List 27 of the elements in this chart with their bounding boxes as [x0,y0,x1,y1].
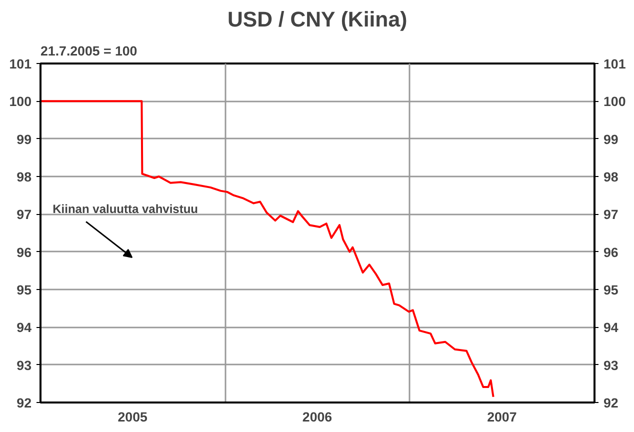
line-series [40,100,494,398]
y2-tick-label: 99 [604,132,618,147]
y-tick-label: 99 [16,132,32,147]
y2-tick-label: 96 [604,244,618,260]
y2-tick-label: 97 [604,207,618,222]
y-tick-label: 95 [16,282,32,298]
y2-tick-label: 101 [604,56,626,72]
y2-tick-label: 93 [604,358,618,373]
x-tick-label: 2005 [118,410,148,424]
y-tick-label: 96 [16,244,32,260]
y2-tick-label: 94 [604,320,619,336]
chart-subtitle: 21.7.2005 = 100 [40,44,138,58]
y2-tick-label: 95 [604,282,619,298]
y-tick-label: 94 [16,320,32,336]
annotation: Kiinan valuutta vahvistuu [52,202,198,216]
y-tick-label: 97 [16,207,32,222]
x-tick-label: 2006 [302,410,332,424]
y-tick-label: 93 [16,358,32,373]
chart-title: USD / CNY (Kiina) [227,8,408,32]
y-tick-label: 92 [16,396,32,410]
y-tick-label: 100 [9,94,32,110]
y-tick-label: 101 [9,56,32,72]
y2-tick-label: 92 [604,396,618,410]
x-tick-label: 2007 [487,410,517,424]
y-tick-label: 98 [16,170,32,184]
y2-tick-label: 98 [604,170,618,184]
y2-tick-label: 100 [604,94,626,110]
